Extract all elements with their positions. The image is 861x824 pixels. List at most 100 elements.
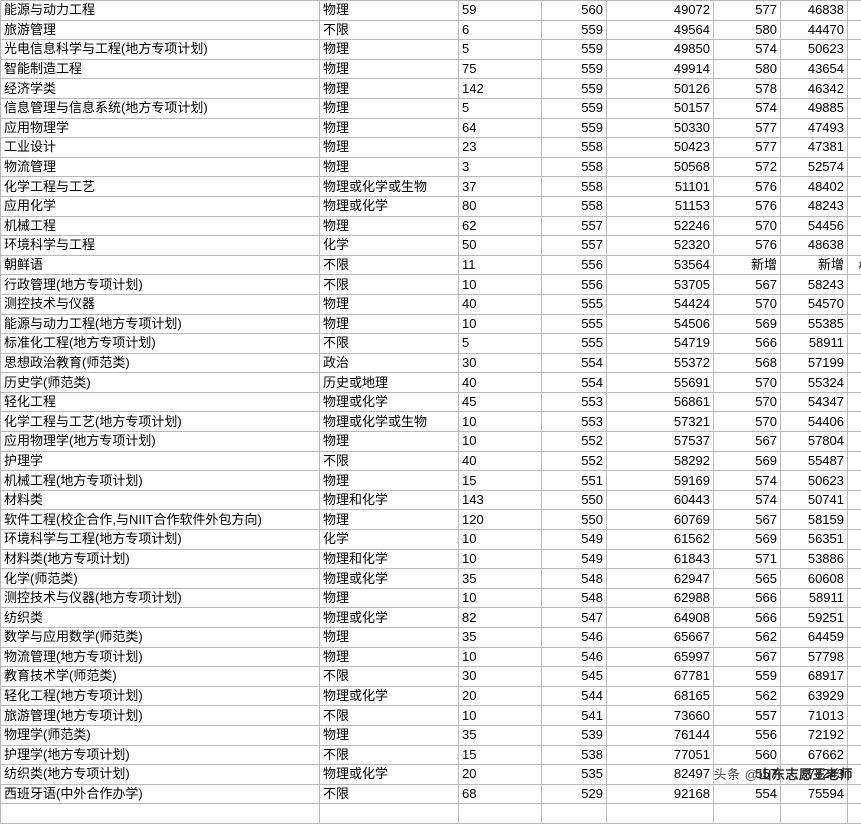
prev-min-score-cell: 580	[714, 20, 781, 40]
prev-min-rank-cell: 54406	[781, 412, 848, 432]
subject-cell: 物理或化学	[320, 569, 459, 589]
major-cell: 轻化工程	[1, 392, 320, 412]
min-rank-cell: 49914	[607, 59, 714, 79]
rank-diff-cell: 5211	[848, 530, 861, 550]
rank-diff-cell: 2915	[848, 412, 861, 432]
min-score-cell: 550	[542, 490, 607, 510]
min-rank-cell: 50568	[607, 157, 714, 177]
subject-cell: 物理或化学或生物	[320, 412, 459, 432]
prev-min-score-cell: 574	[714, 40, 781, 60]
min-score-cell: 560	[542, 1, 607, 21]
prev-min-score-cell: 566	[714, 334, 781, 354]
rank-diff-cell: -267	[848, 432, 861, 452]
prev-min-rank-cell: 49885	[781, 98, 848, 118]
major-cell: 材料类	[1, 490, 320, 510]
plan-cell: 10	[459, 275, 542, 295]
min-score-cell: 546	[542, 628, 607, 648]
rank-diff-cell: -4192	[848, 334, 861, 354]
major-cell: 应用物理学(地方专项计划)	[1, 432, 320, 452]
min-rank-cell: 54424	[607, 294, 714, 314]
table-row: 经济学类物理14255950126578463423784	[1, 79, 861, 99]
plan-cell: 10	[459, 706, 542, 726]
rank-diff-cell: 16574	[848, 784, 861, 804]
rank-diff-cell: 2699	[848, 177, 861, 197]
major-cell: 应用化学	[1, 196, 320, 216]
prev-min-score-cell: 560	[714, 745, 781, 765]
plan-cell: 59	[459, 1, 542, 21]
major-cell: 软件工程(校企合作,与NIIT合作软件外包方向)	[1, 510, 320, 530]
table-row: 测控技术与仪器(地方专项计划)物理1054862988566589114077	[1, 588, 861, 608]
table-row: 物流管理(地方专项计划)物理1054665997567577988199	[1, 647, 861, 667]
min-score-cell: 549	[542, 530, 607, 550]
major-cell	[1, 804, 320, 824]
min-score-cell: 539	[542, 725, 607, 745]
prev-min-rank-cell: 56351	[781, 530, 848, 550]
plan-cell: 10	[459, 412, 542, 432]
table-row: 机械工程(地方专项计划)物理1555159169574506238546	[1, 471, 861, 491]
prev-min-score-cell: 569	[714, 314, 781, 334]
min-score-cell: 557	[542, 216, 607, 236]
min-rank-cell: 65997	[607, 647, 714, 667]
table-row: 纺织类物理或化学8254764908566592515657	[1, 608, 861, 628]
min-rank-cell: 49072	[607, 1, 714, 21]
prev-min-rank-cell: 71013	[781, 706, 848, 726]
major-cell: 物理学(师范类)	[1, 725, 320, 745]
prev-min-rank-cell: 75594	[781, 784, 848, 804]
min-rank-cell: 92168	[607, 784, 714, 804]
major-cell: 机械工程(地方专项计划)	[1, 471, 320, 491]
prev-min-rank-cell: 58159	[781, 510, 848, 530]
major-cell: 化学(师范类)	[1, 569, 320, 589]
min-rank-cell: 77051	[607, 745, 714, 765]
prev-min-rank-cell: 54456	[781, 216, 848, 236]
rank-diff-cell: -2006	[848, 157, 861, 177]
major-cell: 材料类(地方专项计划)	[1, 549, 320, 569]
rank-diff-cell: 272	[848, 98, 861, 118]
prev-min-rank-cell: 58911	[781, 588, 848, 608]
min-rank-cell: 82497	[607, 765, 714, 785]
min-score-cell: 559	[542, 118, 607, 138]
min-score-cell: 553	[542, 392, 607, 412]
watermark-name: 山东志愿王老师	[758, 767, 853, 782]
min-rank-cell: 52320	[607, 236, 714, 256]
prev-min-score-cell: 570	[714, 373, 781, 393]
table-row	[1, 804, 861, 824]
min-rank-cell: 64908	[607, 608, 714, 628]
subject-cell: 物理和化学	[320, 549, 459, 569]
prev-min-rank-cell: 50623	[781, 471, 848, 491]
table-row: 工业设计物理2355850423577473813042	[1, 138, 861, 158]
rank-diff-cell	[848, 804, 861, 824]
rank-diff-cell: 5657	[848, 608, 861, 628]
prev-min-rank-cell: 55385	[781, 314, 848, 334]
subject-cell: 物理	[320, 628, 459, 648]
prev-min-rank-cell: 50623	[781, 40, 848, 60]
plan-cell: 45	[459, 392, 542, 412]
rank-diff-cell: 2837	[848, 118, 861, 138]
major-cell: 物流管理(地方专项计划)	[1, 647, 320, 667]
subject-cell: 物理	[320, 510, 459, 530]
prev-min-rank-cell	[781, 804, 848, 824]
prev-min-score-cell: 567	[714, 432, 781, 452]
prev-min-score-cell: 562	[714, 628, 781, 648]
prev-min-rank-cell: 52574	[781, 157, 848, 177]
min-rank-cell: 57537	[607, 432, 714, 452]
major-cell: 护理学	[1, 451, 320, 471]
prev-min-score-cell: 576	[714, 236, 781, 256]
min-score-cell: 558	[542, 138, 607, 158]
major-cell: 化学工程与工艺(地方专项计划)	[1, 412, 320, 432]
prev-min-score-cell: 557	[714, 706, 781, 726]
rank-diff-cell: 2234	[848, 1, 861, 21]
subject-cell: 物理和化学	[320, 490, 459, 510]
plan-cell: 142	[459, 79, 542, 99]
min-rank-cell: 51101	[607, 177, 714, 197]
plan-cell: 20	[459, 686, 542, 706]
major-cell: 轻化工程(地方专项计划)	[1, 686, 320, 706]
prev-min-score-cell: 565	[714, 569, 781, 589]
prev-min-score-cell: 554	[714, 784, 781, 804]
min-score-cell: 558	[542, 196, 607, 216]
table-row: 数学与应用数学(师范类)物理3554665667562644591208	[1, 628, 861, 648]
min-score-cell: 544	[542, 686, 607, 706]
